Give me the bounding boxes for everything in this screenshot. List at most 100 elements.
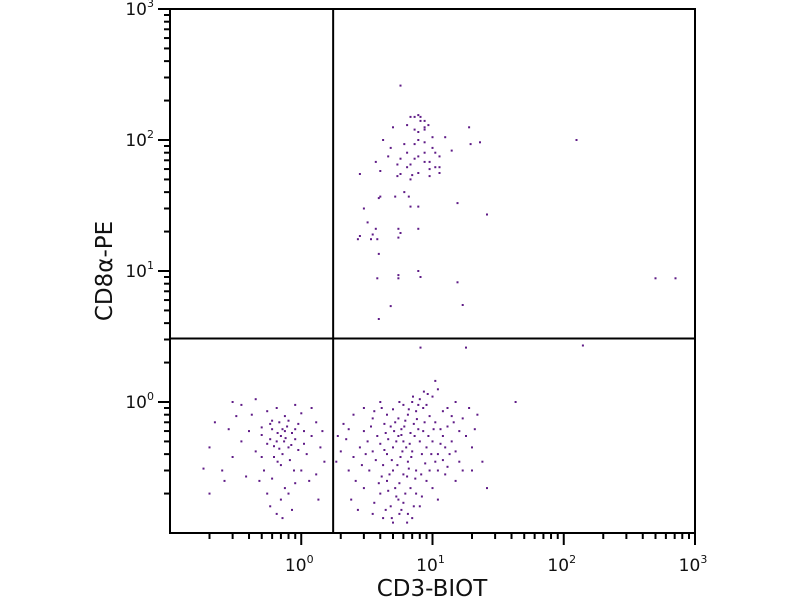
data-point — [392, 408, 394, 411]
data-point — [397, 236, 400, 239]
data-point — [674, 277, 677, 280]
data-point — [260, 434, 263, 436]
data-point — [213, 421, 216, 424]
data-point — [406, 151, 409, 154]
data-point — [402, 403, 405, 406]
data-point — [409, 178, 412, 181]
data-point — [425, 446, 428, 449]
data-point — [354, 479, 357, 482]
data-point — [407, 467, 410, 470]
data-point — [412, 422, 415, 425]
data-point — [284, 437, 287, 440]
data-point — [400, 508, 403, 511]
data-point — [258, 479, 261, 482]
data-point — [436, 469, 439, 472]
data-point — [444, 473, 447, 476]
data-point — [399, 456, 402, 458]
data-point — [428, 415, 431, 418]
data-point — [345, 438, 348, 441]
data-point — [471, 446, 473, 449]
data-point — [374, 160, 377, 163]
data-point — [408, 442, 411, 445]
data-point — [425, 479, 428, 482]
data-point — [479, 141, 481, 144]
data-point — [305, 453, 308, 456]
data-point — [275, 407, 278, 409]
data-point — [415, 418, 418, 421]
data-point — [399, 173, 402, 175]
data-point — [399, 232, 402, 234]
data-point — [654, 277, 657, 280]
data-point — [422, 430, 425, 433]
data-point — [418, 440, 421, 443]
data-point — [469, 143, 472, 146]
data-point — [275, 512, 278, 515]
data-point — [412, 395, 414, 398]
data-point — [397, 417, 400, 420]
data-point — [366, 440, 369, 443]
data-point — [266, 410, 269, 413]
data-point — [403, 191, 406, 194]
data-point — [373, 501, 376, 504]
data-point — [315, 421, 318, 424]
data-point — [273, 456, 275, 458]
data-point — [404, 492, 407, 495]
data-point — [347, 428, 350, 431]
data-point — [411, 517, 414, 520]
quadrant-gates — [170, 9, 695, 533]
data-point — [417, 428, 420, 431]
data-point — [481, 460, 484, 463]
data-point — [405, 446, 408, 449]
data-point — [377, 318, 380, 320]
data-point — [286, 425, 289, 428]
data-point — [420, 495, 423, 498]
data-point — [431, 440, 434, 443]
data-point — [409, 205, 412, 208]
data-point — [444, 446, 447, 449]
data-point — [287, 492, 290, 495]
data-point — [418, 505, 421, 508]
x-axis-label: CD3-BIOT — [377, 576, 489, 600]
data-point — [428, 160, 431, 163]
y-axis-label: CD8α-PE — [92, 221, 118, 321]
data-point — [283, 487, 286, 490]
data-point — [379, 442, 382, 445]
data-point — [395, 495, 398, 498]
data-point — [291, 432, 293, 434]
data-point — [387, 489, 390, 492]
data-point — [428, 469, 431, 472]
data-point — [414, 477, 417, 480]
data-point — [454, 450, 457, 453]
x-tick-label: 103 — [679, 553, 708, 576]
data-point — [417, 139, 420, 141]
data-point — [371, 233, 374, 236]
data-point — [441, 435, 444, 437]
data-point — [362, 487, 365, 490]
data-point — [406, 512, 409, 515]
data-point — [401, 450, 404, 453]
data-point — [423, 160, 426, 163]
data-point — [382, 517, 385, 520]
data-point — [434, 151, 437, 154]
data-point — [419, 115, 422, 118]
data-point — [390, 517, 393, 520]
data-point — [397, 274, 400, 277]
data-point — [417, 403, 420, 406]
data-point — [379, 401, 382, 403]
data-point — [413, 115, 416, 118]
data-point — [406, 166, 409, 169]
data-point — [438, 172, 441, 174]
data-point — [431, 487, 434, 490]
data-point — [458, 430, 461, 433]
data-point — [409, 432, 412, 434]
data-point — [208, 446, 211, 449]
data-point — [387, 438, 390, 441]
data-point — [362, 207, 365, 210]
data-point — [428, 175, 431, 178]
data-point — [221, 469, 224, 472]
data-point — [350, 498, 353, 501]
data-point — [476, 413, 479, 416]
data-point — [404, 419, 407, 422]
data-point — [278, 447, 281, 450]
data-point — [263, 469, 265, 472]
